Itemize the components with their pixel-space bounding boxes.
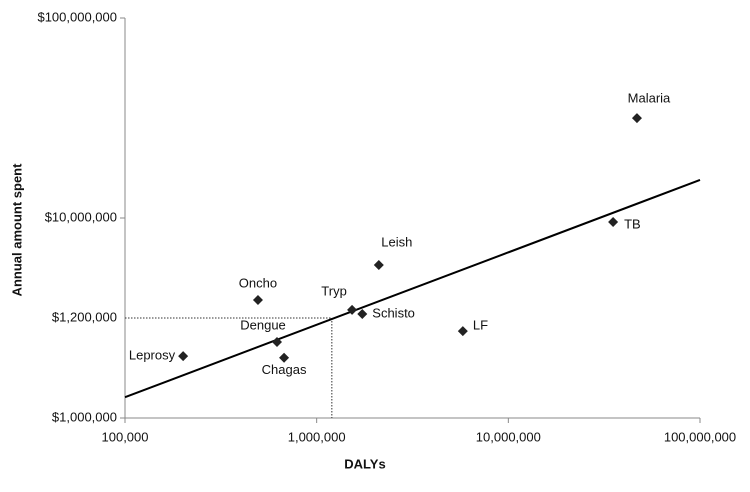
- trendline: [124, 178, 701, 399]
- point-label: TB: [624, 216, 641, 231]
- point-label: Schisto: [372, 305, 415, 320]
- x-axis-title: DALYs: [344, 456, 385, 471]
- point: [272, 336, 283, 347]
- point: [357, 309, 368, 320]
- point: [252, 295, 263, 306]
- x-tick-label: 1,000,000: [288, 429, 346, 444]
- point-label: Dengue: [240, 317, 286, 332]
- x-tick-label: 100,000: [102, 429, 149, 444]
- point: [608, 216, 619, 227]
- point-label: Chagas: [262, 362, 307, 377]
- point-label: LF: [473, 318, 488, 333]
- x-tick-label: 10,000,000: [476, 429, 541, 444]
- point: [279, 352, 290, 363]
- y-tick-label: $100,000,000: [37, 9, 117, 24]
- point: [457, 326, 468, 337]
- point: [347, 304, 358, 315]
- point: [178, 351, 189, 362]
- y-tick-label: $10,000,000: [45, 209, 117, 224]
- x-tick-label: 100,000,000: [664, 429, 736, 444]
- point: [631, 113, 642, 124]
- point-label: Malaria: [628, 91, 671, 106]
- point-label: Oncho: [239, 275, 277, 290]
- reference-label: $1,200,000: [52, 309, 117, 324]
- y-axis-title: Annual amount spent: [9, 163, 24, 297]
- point-label: Leprosy: [129, 348, 176, 363]
- point: [373, 260, 384, 271]
- point-label: Tryp: [321, 283, 347, 298]
- point-label: Leish: [381, 234, 412, 249]
- y-tick-label: $1,000,000: [52, 409, 117, 424]
